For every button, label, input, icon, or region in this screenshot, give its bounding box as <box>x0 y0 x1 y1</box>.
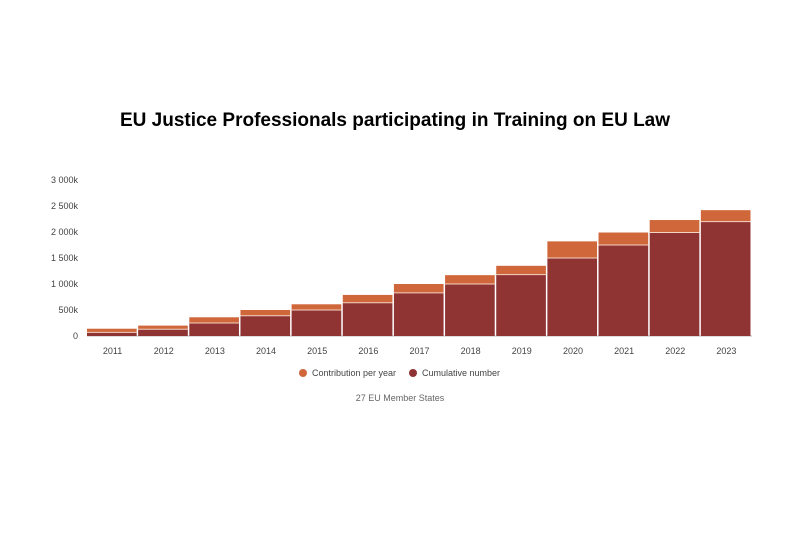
bar-contribution-2018 <box>445 275 495 284</box>
y-tick-label: 2 500k <box>51 201 79 211</box>
legend-label: Contribution per year <box>312 368 396 378</box>
y-tick-label: 500k <box>58 305 78 315</box>
x-tick-label: 2019 <box>512 346 532 356</box>
legend: Contribution per year Cumulative number <box>299 368 500 378</box>
x-tick-label: 2020 <box>563 346 583 356</box>
bar-contribution-2022 <box>649 220 700 233</box>
x-axis: 2011 2012 2013 2014 2015 2016 2017 2018 2019 2020… <box>103 346 737 356</box>
bar-cumulative-2022 <box>649 232 700 336</box>
bar-cumulative-2019 <box>496 274 546 336</box>
chart-title: EU Justice Professionals participating i… <box>119 110 671 131</box>
legend-label: Cumulative number <box>422 368 500 378</box>
x-tick-label: 2012 <box>154 346 174 356</box>
y-axis: 0 500k 1 000k 1 500k 2 000k 2 500k 3 000k <box>51 175 79 341</box>
legend-item[interactable]: Contribution per year <box>299 368 396 378</box>
bar-contribution-2015 <box>291 304 342 310</box>
x-tick-label: 2011 <box>103 346 122 356</box>
bars <box>87 210 751 336</box>
bar-contribution-2016 <box>342 294 393 303</box>
bar-cumulative-2013 <box>189 323 239 336</box>
footnote: 27 EU Member States <box>356 393 445 403</box>
bar-contribution-2011 <box>87 328 137 333</box>
legend-marker <box>299 369 307 377</box>
x-tick-label: 2022 <box>665 346 685 356</box>
bar-contribution-2019 <box>496 265 546 275</box>
x-tick-label: 2018 <box>461 346 481 356</box>
bar-contribution-2017 <box>393 284 444 293</box>
legend-item[interactable]: Cumulative number <box>409 368 500 378</box>
y-tick-label: 2 000k <box>51 227 79 237</box>
bar-cumulative-2017 <box>393 292 444 336</box>
bar-cumulative-2015 <box>291 310 342 336</box>
y-tick-label: 1 000k <box>51 279 79 289</box>
bar-contribution-2020 <box>547 241 598 258</box>
bar-contribution-2021 <box>598 232 649 245</box>
x-tick-label: 2013 <box>205 346 225 356</box>
bar-cumulative-2014 <box>240 315 291 336</box>
x-tick-label: 2021 <box>614 346 634 356</box>
x-tick-label: 2016 <box>358 346 378 356</box>
bar-contribution-2014 <box>240 310 291 316</box>
x-tick-label: 2023 <box>716 346 736 356</box>
bar-contribution-2023 <box>700 210 751 222</box>
bar-cumulative-2021 <box>598 245 649 336</box>
bar-cumulative-2018 <box>445 284 495 336</box>
bar-cumulative-2012 <box>138 329 188 336</box>
y-tick-label: 3 000k <box>51 175 79 185</box>
bar-cumulative-2020 <box>547 258 598 336</box>
bar-contribution-2013 <box>189 317 239 323</box>
legend-marker <box>409 369 417 377</box>
x-tick-label: 2017 <box>409 346 429 356</box>
y-tick-label: 0 <box>73 331 78 341</box>
bar-cumulative-2011 <box>87 332 137 336</box>
y-tick-label: 1 500k <box>51 253 79 263</box>
bar-contribution-2012 <box>138 325 188 330</box>
x-tick-label: 2015 <box>307 346 327 356</box>
bar-cumulative-2023 <box>700 221 751 336</box>
x-tick-label: 2014 <box>256 346 276 356</box>
bar-cumulative-2016 <box>342 302 393 336</box>
